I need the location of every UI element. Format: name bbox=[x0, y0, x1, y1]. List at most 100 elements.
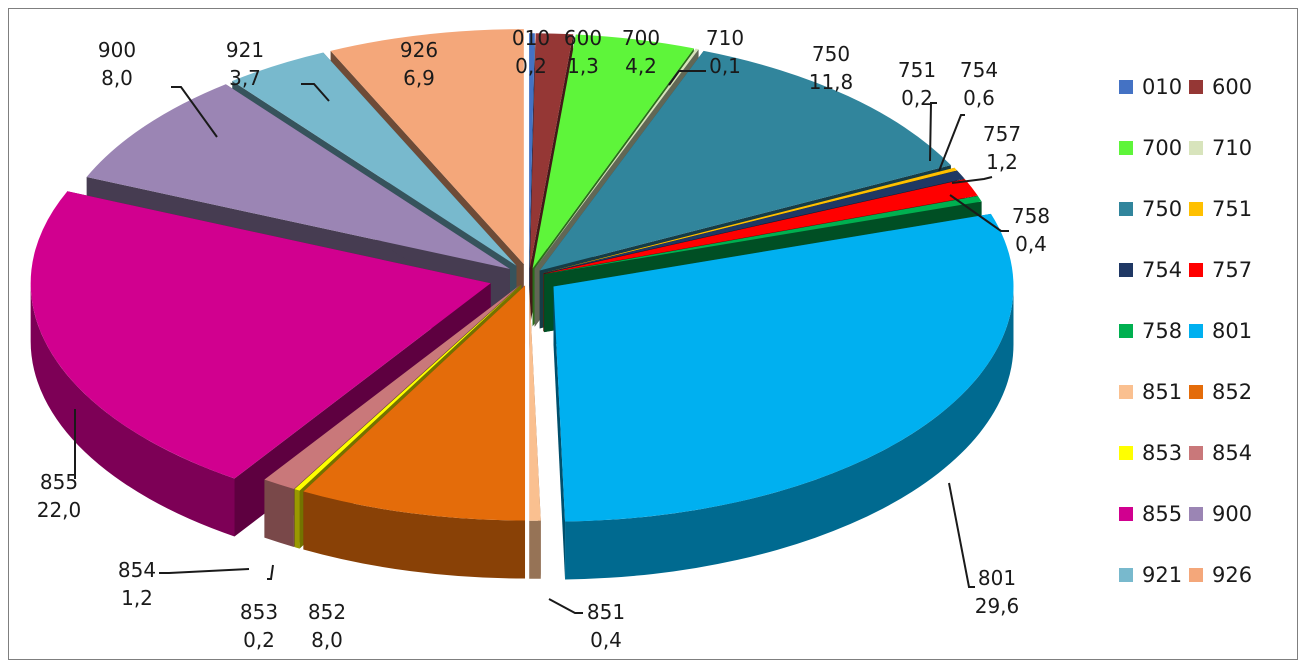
legend-swatch bbox=[1119, 507, 1133, 521]
pie-slice-top-852 bbox=[303, 285, 526, 521]
legend-label: 851 bbox=[1142, 380, 1183, 404]
legend-swatch bbox=[1119, 263, 1133, 277]
legend-swatch bbox=[1189, 507, 1203, 521]
slice-value-label-853: 0,2 bbox=[243, 628, 275, 652]
slice-value-label-854: 1,2 bbox=[121, 586, 153, 610]
legend-item-754: 754 bbox=[1119, 258, 1182, 282]
legend-label: 854 bbox=[1212, 441, 1253, 465]
leader-line-754 bbox=[938, 114, 965, 172]
slice-value-label-758: 0,4 bbox=[1015, 232, 1047, 256]
slice-value-label-751: 0,2 bbox=[901, 86, 933, 110]
pie-chart: 010 0,2 600 1,3 700 4,2 710 0,1 750 11,8 751 0,2 754… bbox=[30, 26, 1050, 652]
legend-swatch bbox=[1119, 446, 1133, 460]
slice-category-label-851: 851 bbox=[587, 600, 625, 624]
slice-category-label-853: 853 bbox=[240, 600, 278, 624]
pie-slice-top-855 bbox=[30, 191, 491, 479]
slice-category-label-010: 010 bbox=[512, 26, 550, 50]
pie-slice-top-751 bbox=[543, 167, 958, 274]
legend-label: 754 bbox=[1142, 258, 1183, 282]
legend-label: 900 bbox=[1212, 502, 1253, 526]
legend-swatch bbox=[1189, 568, 1203, 582]
slice-value-label-851: 0,4 bbox=[590, 628, 622, 652]
legend-swatch bbox=[1189, 385, 1203, 399]
pie-slice-top-750 bbox=[539, 50, 951, 271]
slice-category-label-754: 754 bbox=[960, 58, 998, 82]
legend-swatch bbox=[1189, 141, 1203, 155]
legend-label: 751 bbox=[1212, 197, 1253, 221]
legend-swatch bbox=[1119, 324, 1133, 338]
pie-slice-top-757 bbox=[543, 179, 978, 274]
legend-label: 600 bbox=[1212, 75, 1253, 99]
legend-item-801: 801 bbox=[1189, 319, 1252, 343]
pie-slice-top-900 bbox=[86, 84, 510, 269]
leader-line-854 bbox=[159, 568, 250, 574]
slice-category-label-751: 751 bbox=[898, 58, 936, 82]
legend-item-855: 855 bbox=[1119, 502, 1182, 526]
legend-label: 853 bbox=[1142, 441, 1183, 465]
legend-label: 757 bbox=[1212, 258, 1253, 282]
pie-slice-top-700 bbox=[532, 34, 694, 269]
slice-category-label-750: 750 bbox=[812, 42, 850, 66]
legend-swatch bbox=[1119, 141, 1133, 155]
slice-value-label-757: 1,2 bbox=[986, 150, 1018, 174]
legend-item-758: 758 bbox=[1119, 319, 1182, 343]
slice-value-label-900: 8,0 bbox=[101, 66, 133, 90]
legend-label: 852 bbox=[1212, 380, 1253, 404]
legend-label: 926 bbox=[1212, 563, 1253, 587]
chart-area: 010 0,2 600 1,3 700 4,2 710 0,1 750 11,8 751 0,2 754… bbox=[8, 8, 1298, 660]
leader-line-751 bbox=[929, 102, 937, 162]
leader-line-921 bbox=[301, 83, 330, 102]
legend-swatch bbox=[1189, 202, 1203, 216]
slice-category-label-852: 852 bbox=[308, 600, 346, 624]
legend-item-852: 852 bbox=[1189, 380, 1252, 404]
legend-label: 855 bbox=[1142, 502, 1183, 526]
pie-slice-top-758 bbox=[544, 195, 982, 275]
leader-line-710 bbox=[668, 70, 706, 86]
legend-swatch bbox=[1119, 202, 1133, 216]
legend-item-926: 926 bbox=[1189, 563, 1252, 587]
legend-item-751: 751 bbox=[1189, 197, 1252, 221]
slice-value-label-700: 4,2 bbox=[625, 54, 657, 78]
leader-line-900 bbox=[171, 86, 218, 138]
legend-item-700: 700 bbox=[1119, 136, 1182, 160]
slice-value-label-710: 0,1 bbox=[709, 54, 741, 78]
slice-value-label-855: 22,0 bbox=[37, 498, 82, 522]
legend-item-710: 710 bbox=[1189, 136, 1252, 160]
legend-item-853: 853 bbox=[1119, 441, 1182, 465]
slice-category-label-921: 921 bbox=[226, 38, 264, 62]
pie-slice-top-710 bbox=[534, 48, 699, 269]
pie-slice-top-600 bbox=[529, 33, 574, 269]
legend-item-854: 854 bbox=[1189, 441, 1252, 465]
legend-item-010: 010 bbox=[1119, 75, 1182, 99]
legend-label: 750 bbox=[1142, 197, 1183, 221]
slice-value-label-754: 0,6 bbox=[963, 86, 995, 110]
slice-value-label-852: 8,0 bbox=[311, 628, 343, 652]
slice-category-label-926: 926 bbox=[400, 38, 438, 62]
slice-category-label-757: 757 bbox=[983, 122, 1021, 146]
legend-label: 758 bbox=[1142, 319, 1183, 343]
legend-swatch bbox=[1189, 446, 1203, 460]
legend-swatch bbox=[1189, 324, 1203, 338]
legend-label: 710 bbox=[1212, 136, 1253, 160]
legend-item-900: 900 bbox=[1189, 502, 1252, 526]
leader-line-757 bbox=[951, 176, 993, 184]
legend-item-750: 750 bbox=[1119, 197, 1182, 221]
slice-value-label-921: 3,7 bbox=[229, 66, 261, 90]
legend-label: 801 bbox=[1212, 319, 1253, 343]
slice-value-label-926: 6,9 bbox=[403, 66, 435, 90]
slice-category-label-855: 855 bbox=[40, 470, 78, 494]
leader-line-758 bbox=[949, 194, 1009, 232]
leader-line-851 bbox=[548, 598, 583, 614]
legend-swatch bbox=[1119, 568, 1133, 582]
slice-category-label-710: 710 bbox=[706, 26, 744, 50]
slice-category-label-854: 854 bbox=[118, 558, 156, 582]
leader-line-801 bbox=[948, 482, 975, 588]
slice-value-label-600: 1,3 bbox=[567, 54, 599, 78]
pie-slice-top-921 bbox=[232, 52, 517, 266]
slice-category-label-758: 758 bbox=[1012, 204, 1050, 228]
legend-swatch bbox=[1119, 80, 1133, 94]
pie-slice-top-926 bbox=[330, 29, 524, 265]
legend-item-600: 600 bbox=[1189, 75, 1252, 99]
pie-slice-top-853 bbox=[294, 284, 522, 491]
pie-slice-top-851 bbox=[529, 285, 541, 521]
